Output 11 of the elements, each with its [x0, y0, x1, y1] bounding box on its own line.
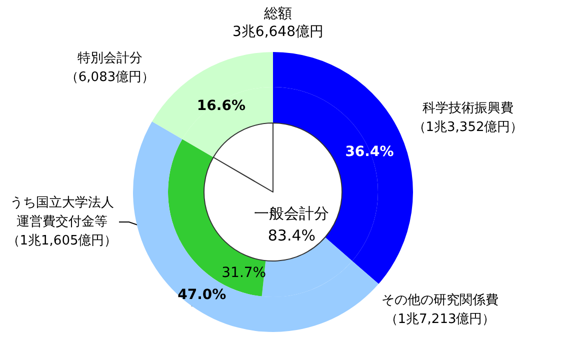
slice-label: その他の研究関係費（1兆7,213億円）	[382, 293, 498, 327]
chart-title: 総額	[263, 6, 292, 22]
slice-label: うち国立大学法人運営費交付金等（1兆1,605億円）	[6, 194, 118, 248]
data-label: 16.6%	[196, 98, 246, 114]
slice-label: 一般会計分	[254, 204, 330, 223]
data-label: 83.4%	[268, 226, 316, 245]
slice-label: 科学技術振興費（1兆3,352億円）	[412, 101, 524, 135]
slice-label: 特別会計分（6,083億円）	[65, 51, 155, 85]
data-label: 36.4%	[345, 144, 394, 160]
data-label: 47.0%	[178, 287, 226, 304]
chart-subtitle: 3兆6,648億円	[232, 24, 324, 40]
